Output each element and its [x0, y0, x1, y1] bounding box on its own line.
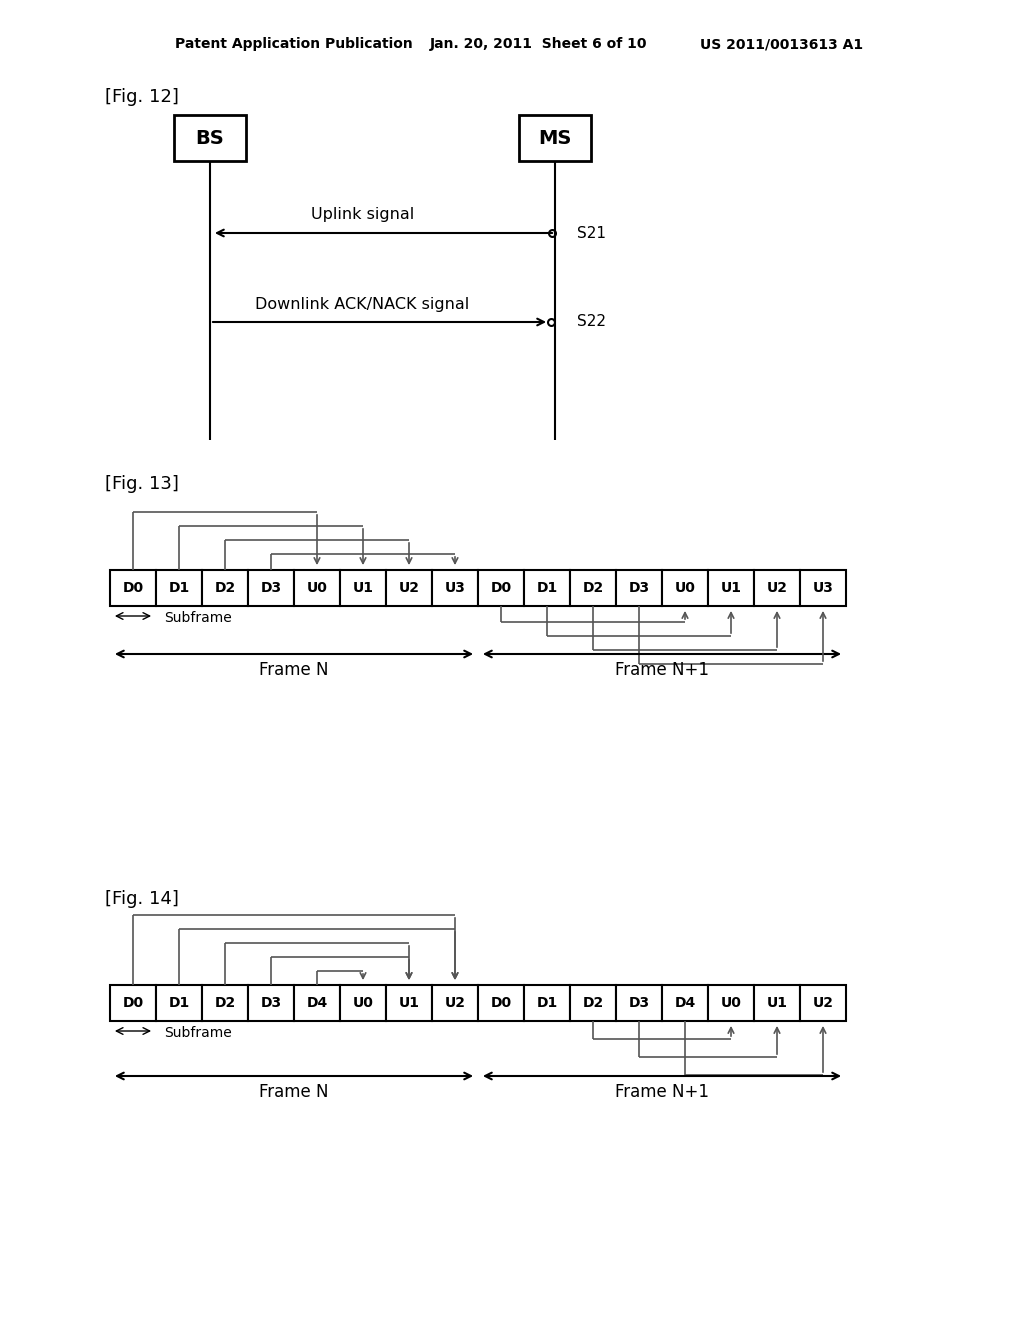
Text: D0: D0 — [490, 581, 512, 595]
Bar — [478, 570, 524, 606]
Text: Frame N+1: Frame N+1 — [615, 1082, 709, 1101]
Text: U0: U0 — [352, 997, 374, 1010]
Text: U1: U1 — [721, 581, 741, 595]
Text: U3: U3 — [444, 581, 466, 595]
Bar — [386, 570, 432, 606]
Text: D2: D2 — [583, 997, 603, 1010]
Text: Uplink signal: Uplink signal — [311, 207, 414, 223]
Bar — [174, 115, 246, 161]
Text: D2: D2 — [214, 581, 236, 595]
Bar — [110, 985, 156, 1020]
Bar — [616, 570, 662, 606]
Text: U1: U1 — [767, 997, 787, 1010]
Text: [Fig. 13]: [Fig. 13] — [105, 475, 179, 492]
Text: US 2011/0013613 A1: US 2011/0013613 A1 — [700, 37, 863, 51]
Text: U1: U1 — [352, 581, 374, 595]
Text: D3: D3 — [260, 581, 282, 595]
Text: D1: D1 — [537, 997, 558, 1010]
Text: [Fig. 12]: [Fig. 12] — [105, 88, 179, 106]
Text: D3: D3 — [629, 581, 649, 595]
Bar — [662, 985, 708, 1020]
Text: U2: U2 — [812, 997, 834, 1010]
Bar — [432, 570, 478, 606]
Bar — [708, 985, 754, 1020]
Text: U0: U0 — [675, 581, 695, 595]
Text: D4: D4 — [675, 997, 695, 1010]
Bar — [754, 570, 800, 606]
Bar — [524, 570, 570, 606]
Bar — [708, 570, 754, 606]
Bar — [524, 985, 570, 1020]
Text: Patent Application Publication: Patent Application Publication — [175, 37, 413, 51]
Text: U2: U2 — [398, 581, 420, 595]
Text: Frame N+1: Frame N+1 — [615, 661, 709, 678]
Bar — [432, 985, 478, 1020]
Text: D4: D4 — [306, 997, 328, 1010]
Text: U0: U0 — [306, 581, 328, 595]
Bar — [340, 985, 386, 1020]
Text: D2: D2 — [583, 581, 603, 595]
Bar — [340, 570, 386, 606]
Bar — [294, 985, 340, 1020]
Bar — [248, 985, 294, 1020]
Bar — [110, 570, 156, 606]
Text: Frame N: Frame N — [259, 661, 329, 678]
Text: D3: D3 — [629, 997, 649, 1010]
Text: D1: D1 — [168, 997, 189, 1010]
Text: D1: D1 — [168, 581, 189, 595]
Text: U3: U3 — [813, 581, 834, 595]
Text: Subframe: Subframe — [164, 611, 231, 624]
Bar — [478, 985, 524, 1020]
Bar — [156, 985, 202, 1020]
Text: S21: S21 — [577, 226, 606, 240]
Text: D3: D3 — [260, 997, 282, 1010]
Bar — [156, 570, 202, 606]
Bar — [202, 570, 248, 606]
Text: Downlink ACK/NACK signal: Downlink ACK/NACK signal — [255, 297, 470, 312]
Bar — [386, 985, 432, 1020]
Text: D0: D0 — [123, 581, 143, 595]
Text: S22: S22 — [577, 314, 606, 330]
Text: [Fig. 14]: [Fig. 14] — [105, 890, 179, 908]
Text: U2: U2 — [444, 997, 466, 1010]
Bar — [519, 115, 591, 161]
Bar — [754, 985, 800, 1020]
Text: Subframe: Subframe — [164, 1026, 231, 1040]
Text: BS: BS — [196, 128, 224, 148]
Bar — [616, 985, 662, 1020]
Text: D2: D2 — [214, 997, 236, 1010]
Text: U2: U2 — [767, 581, 787, 595]
Bar — [294, 570, 340, 606]
Text: U0: U0 — [721, 997, 741, 1010]
Bar — [248, 570, 294, 606]
Bar — [662, 570, 708, 606]
Text: Jan. 20, 2011  Sheet 6 of 10: Jan. 20, 2011 Sheet 6 of 10 — [430, 37, 647, 51]
Text: D0: D0 — [490, 997, 512, 1010]
Text: D1: D1 — [537, 581, 558, 595]
Text: U1: U1 — [398, 997, 420, 1010]
Text: MS: MS — [539, 128, 571, 148]
Bar — [800, 570, 846, 606]
Text: D0: D0 — [123, 997, 143, 1010]
Bar — [800, 985, 846, 1020]
Bar — [570, 985, 616, 1020]
Text: Frame N: Frame N — [259, 1082, 329, 1101]
Bar — [202, 985, 248, 1020]
Bar — [570, 570, 616, 606]
